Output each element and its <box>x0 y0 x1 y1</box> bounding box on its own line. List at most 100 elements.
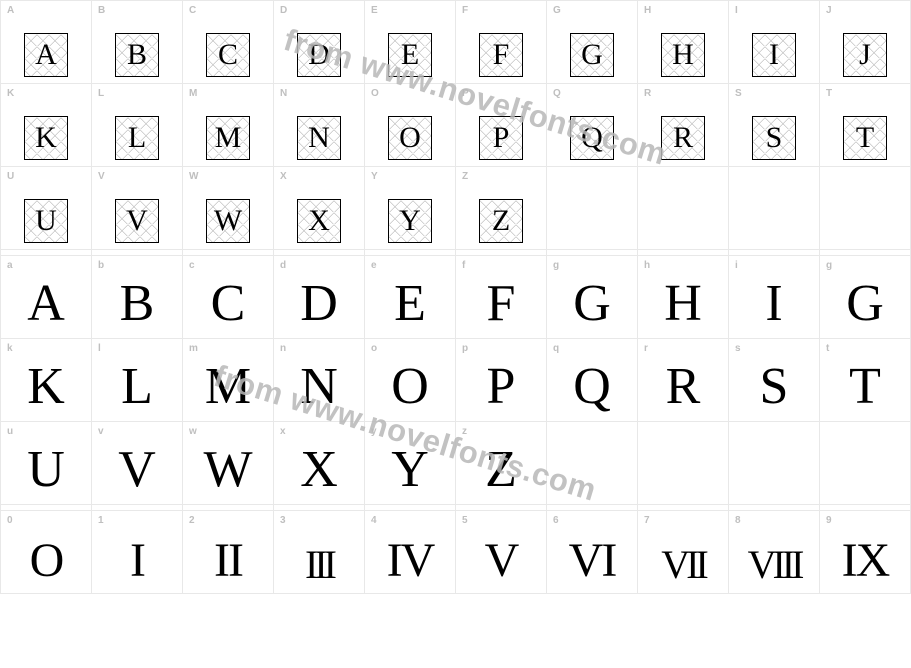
cell-label: D <box>280 5 287 16</box>
ornate-glyph-box: L <box>115 116 159 160</box>
ornate-glyph-box: Q <box>570 116 614 160</box>
ornate-glyph-box: X <box>297 199 341 243</box>
glyph-letter: A <box>35 38 57 72</box>
glyph-letter: B <box>127 38 147 72</box>
ornate-glyph-box: Y <box>388 199 432 243</box>
glyph-letter: F <box>493 38 510 72</box>
glyph-cell: CC <box>183 1 274 84</box>
cell-label: U <box>7 171 14 182</box>
glyph-letter: O <box>30 537 63 585</box>
glyph-cell: 7VII <box>638 511 729 594</box>
cell-label: Y <box>371 171 378 182</box>
glyph-letter: Q <box>573 361 611 413</box>
cell-label: b <box>98 260 104 271</box>
cell-label: T <box>826 88 832 99</box>
ornate-glyph-box: F <box>479 33 523 77</box>
ornate-glyph-box: H <box>661 33 705 77</box>
ornate-glyph-box: J <box>843 33 887 77</box>
glyph-cell: nN <box>274 339 365 422</box>
ornate-glyph-box: B <box>115 33 159 77</box>
glyph-letter: I <box>765 278 782 330</box>
glyph-cell: BB <box>92 1 183 84</box>
glyph-cell: II <box>729 1 820 84</box>
cell-label: C <box>189 5 196 16</box>
cell-label: 2 <box>189 515 195 526</box>
glyph-letter: T <box>856 121 874 155</box>
glyph-cell <box>547 167 638 250</box>
cell-label: g <box>826 260 832 271</box>
glyph-cell <box>820 422 911 505</box>
glyph-cell: KK <box>1 84 92 167</box>
glyph-cell: RR <box>638 84 729 167</box>
glyph-letter: E <box>394 278 426 330</box>
glyph-letter: W <box>203 444 252 496</box>
glyph-letter: N <box>308 121 330 155</box>
glyph-cell: xX <box>274 422 365 505</box>
glyph-letter: IX <box>842 537 889 585</box>
ornate-glyph-box: C <box>206 33 250 77</box>
glyph-cell: VV <box>92 167 183 250</box>
glyph-letter: G <box>573 278 611 330</box>
cell-label: u <box>7 426 13 437</box>
glyph-letter: II <box>214 537 242 585</box>
glyph-cell: 0O <box>1 511 92 594</box>
glyph-letter: M <box>215 121 242 155</box>
cell-label: y <box>371 426 377 437</box>
cell-label: S <box>735 88 742 99</box>
glyph-cell: 6VI <box>547 511 638 594</box>
cell-label: f <box>462 260 465 271</box>
cell-label: z <box>462 426 467 437</box>
ornate-glyph-box: D <box>297 33 341 77</box>
glyph-letter: Q <box>581 121 603 155</box>
glyph-cell: ZZ <box>456 167 547 250</box>
glyph-cell: 8VIII <box>729 511 820 594</box>
cell-label: J <box>826 5 832 16</box>
glyph-letter: K <box>35 121 57 155</box>
glyph-letter: U <box>35 204 57 238</box>
glyph-letter: VI <box>569 537 616 585</box>
glyph-letter: L <box>121 361 153 413</box>
cell-label: x <box>280 426 286 437</box>
glyph-cell <box>729 167 820 250</box>
glyph-cell: rR <box>638 339 729 422</box>
cell-label: l <box>98 343 101 354</box>
glyph-cell <box>729 422 820 505</box>
cell-label: H <box>644 5 651 16</box>
glyph-letter: Z <box>485 444 517 496</box>
glyph-cell: EE <box>365 1 456 84</box>
glyph-letter: V <box>118 444 156 496</box>
cell-label: X <box>280 171 287 182</box>
glyph-cell: QQ <box>547 84 638 167</box>
cell-label: n <box>280 343 286 354</box>
ornate-glyph-box: E <box>388 33 432 77</box>
glyph-cell: wW <box>183 422 274 505</box>
ornate-glyph-box: P <box>479 116 523 160</box>
glyph-letter: S <box>766 121 783 155</box>
cell-label: c <box>189 260 195 271</box>
ornate-glyph-box: I <box>752 33 796 77</box>
ornate-glyph-box: U <box>24 199 68 243</box>
cell-label: i <box>735 260 738 271</box>
glyph-cell: 4IV <box>365 511 456 594</box>
glyph-letter: IV <box>387 537 434 585</box>
cell-label: M <box>189 88 197 99</box>
cell-label: 3 <box>280 515 286 526</box>
glyph-letter: F <box>487 278 516 330</box>
glyph-cell: LL <box>92 84 183 167</box>
glyph-cell: 1I <box>92 511 183 594</box>
glyph-cell: yY <box>365 422 456 505</box>
ornate-glyph-box: O <box>388 116 432 160</box>
glyph-letter: P <box>487 361 516 413</box>
glyph-cell: aA <box>1 256 92 339</box>
glyph-cell: TT <box>820 84 911 167</box>
glyph-letter: P <box>493 121 510 155</box>
glyph-cell: 5V <box>456 511 547 594</box>
glyph-letter: VIII <box>748 545 801 585</box>
glyph-cell: pP <box>456 339 547 422</box>
glyph-letter: V <box>126 204 148 238</box>
cell-label: q <box>553 343 559 354</box>
glyph-cell: iI <box>729 256 820 339</box>
glyph-cell: sS <box>729 339 820 422</box>
glyph-cell: FF <box>456 1 547 84</box>
glyph-cell: fF <box>456 256 547 339</box>
